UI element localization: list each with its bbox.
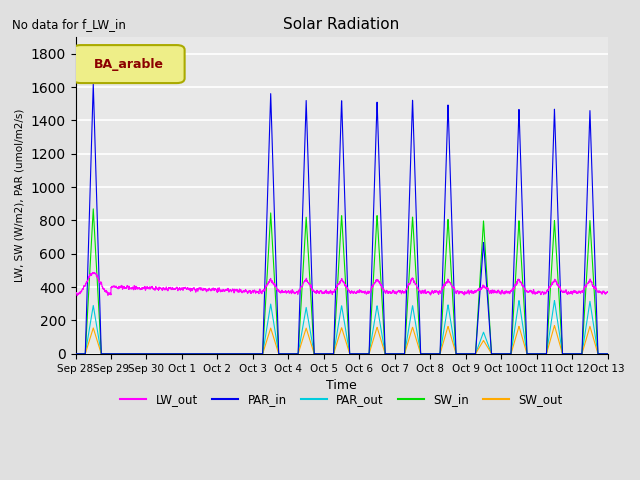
Legend: LW_out, PAR_in, PAR_out, SW_in, SW_out: LW_out, PAR_in, PAR_out, SW_in, SW_out	[115, 389, 568, 411]
Title: Solar Radiation: Solar Radiation	[284, 17, 400, 32]
Text: BA_arable: BA_arable	[93, 58, 164, 71]
Text: No data for f_LW_in: No data for f_LW_in	[12, 18, 125, 31]
FancyBboxPatch shape	[73, 45, 184, 83]
X-axis label: Time: Time	[326, 379, 357, 392]
Y-axis label: LW, SW (W/m2), PAR (umol/m2/s): LW, SW (W/m2), PAR (umol/m2/s)	[15, 109, 25, 282]
